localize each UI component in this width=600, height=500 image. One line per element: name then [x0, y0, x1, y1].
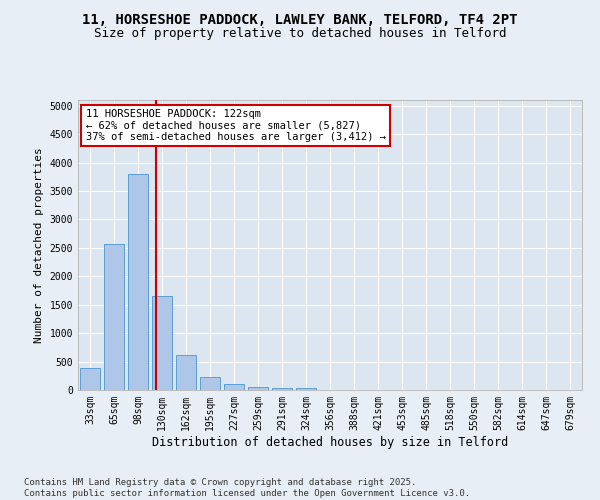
Bar [200, 376, 220, 390]
Bar [152, 296, 172, 390]
Bar [80, 368, 100, 390]
Bar [296, 388, 316, 390]
Text: 11 HORSESHOE PADDOCK: 122sqm
← 62% of detached houses are smaller (5,827)
37% of: 11 HORSESHOE PADDOCK: 122sqm ← 62% of de… [86, 108, 386, 142]
X-axis label: Distribution of detached houses by size in Telford: Distribution of detached houses by size … [152, 436, 508, 448]
Text: Contains HM Land Registry data © Crown copyright and database right 2025.
Contai: Contains HM Land Registry data © Crown c… [24, 478, 470, 498]
Text: Size of property relative to detached houses in Telford: Size of property relative to detached ho… [94, 28, 506, 40]
Text: 11, HORSESHOE PADDOCK, LAWLEY BANK, TELFORD, TF4 2PT: 11, HORSESHOE PADDOCK, LAWLEY BANK, TELF… [82, 12, 518, 26]
Bar [272, 388, 292, 390]
Bar [224, 384, 244, 390]
Bar [104, 244, 124, 390]
Bar [176, 354, 196, 390]
Y-axis label: Number of detached properties: Number of detached properties [34, 147, 44, 343]
Bar [128, 174, 148, 390]
Bar [248, 387, 268, 390]
